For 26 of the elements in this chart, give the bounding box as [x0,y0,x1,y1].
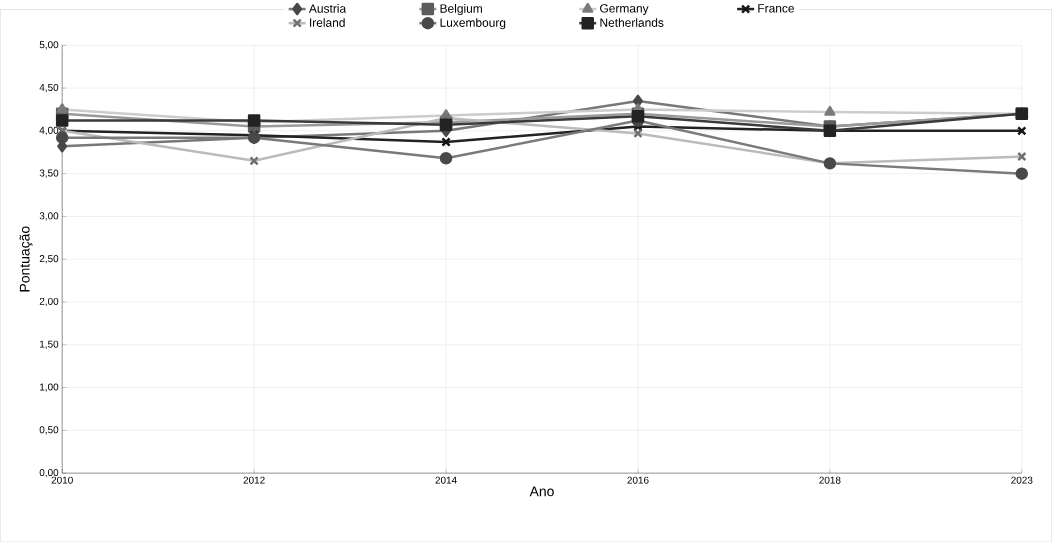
x-tick-label: 2012 [243,476,265,484]
x-tick-label: 2010 [51,476,73,484]
y-tick-label: 3,00 [39,212,59,221]
legend-label: France [758,4,795,13]
y-tick-label: 2,50 [39,254,59,264]
y-tick-label: 4,00 [39,126,59,135]
y-tick-label: 3,50 [39,169,59,178]
legend-label: Austria [308,3,347,13]
legend-label: Netherlands [600,17,664,27]
y-tick-label: 0,50 [39,426,59,435]
x-tick-label: 2018 [819,476,841,484]
legend-label: Ireland [310,17,345,27]
y-tick-label: 4,50 [39,83,59,93]
x-axis-title: Ano [529,486,554,497]
y-tick-label: 0,00 [39,468,59,478]
legend-label: Germany [600,4,649,15]
y-tick-label: 1,50 [40,340,59,349]
y-tick-label: 5,00 [39,41,59,50]
x-tick-label: 2016 [627,476,649,484]
x-tick-label: 2014 [435,476,457,484]
x-tick-label: 2023 [1011,476,1033,484]
legend-label: Luxembourg [440,17,506,30]
y-tick-label: 2,00 [39,297,59,306]
legend-label: Belgium [440,3,482,15]
y-axis-title: Pontuação [19,226,33,292]
y-tick-label: 1,00 [40,383,59,392]
